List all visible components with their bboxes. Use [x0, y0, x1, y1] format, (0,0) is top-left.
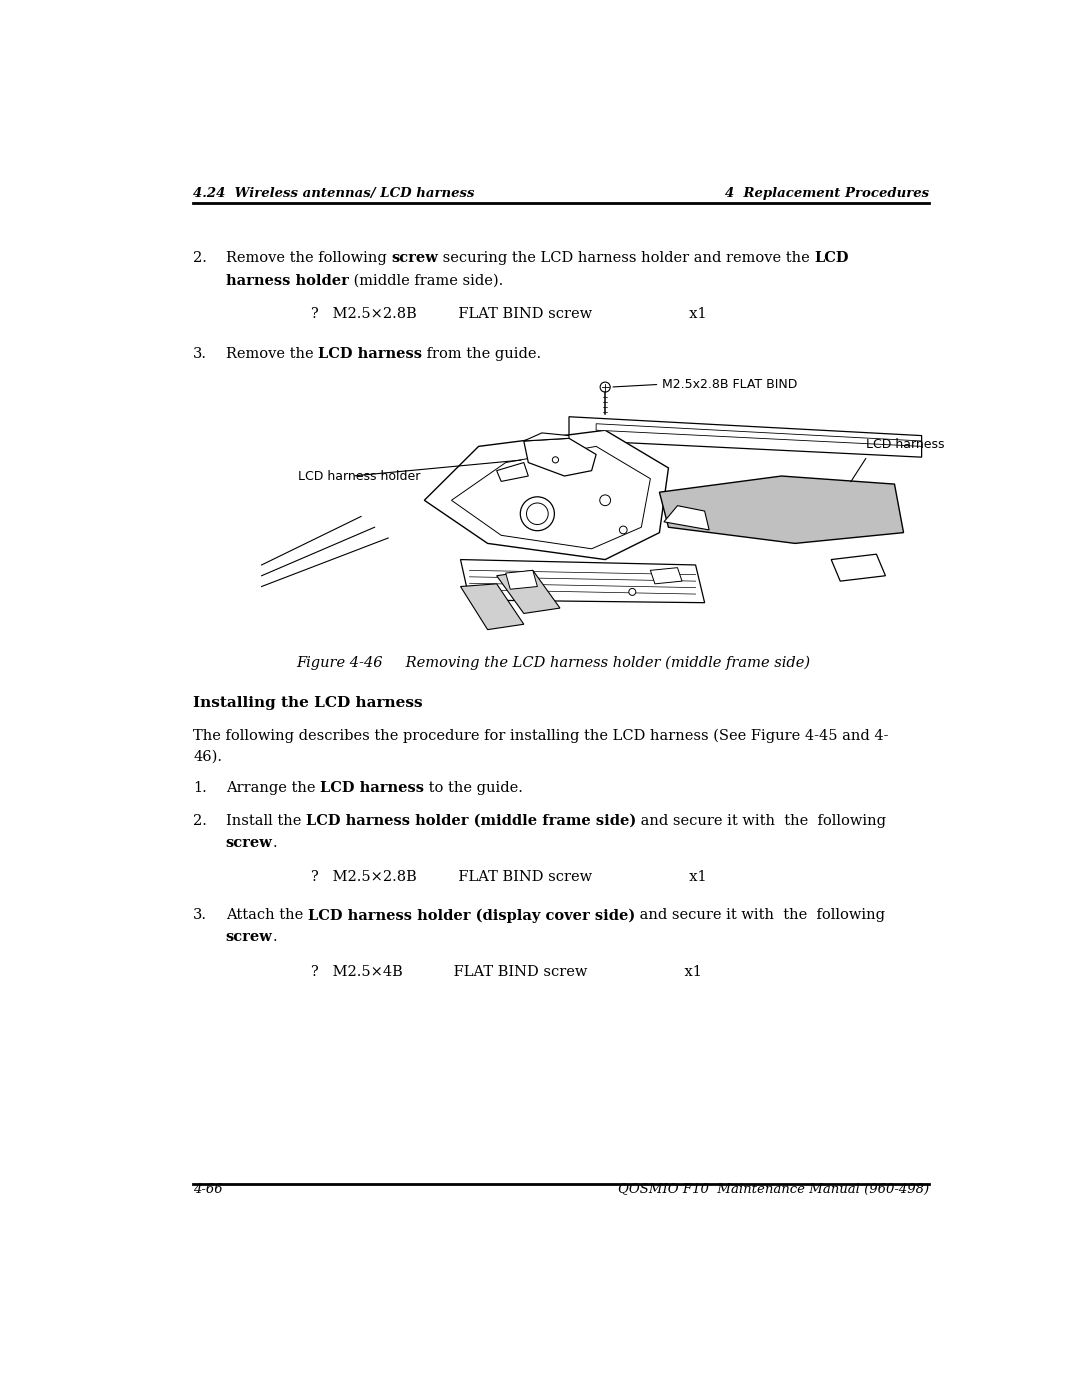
- Text: screw: screw: [391, 251, 437, 265]
- Text: ?   M2.5×2.8B         FLAT BIND screw                     x1: ? M2.5×2.8B FLAT BIND screw x1: [311, 307, 706, 321]
- Text: LCD harness: LCD harness: [320, 781, 423, 795]
- Polygon shape: [460, 584, 524, 630]
- Text: 4-66: 4-66: [193, 1183, 222, 1196]
- Polygon shape: [524, 433, 569, 441]
- Text: 1.: 1.: [193, 781, 207, 795]
- Text: QOSMIO F10  Maintenance Manual (960-498): QOSMIO F10 Maintenance Manual (960-498): [618, 1183, 930, 1196]
- Text: Install the: Install the: [226, 813, 306, 827]
- Circle shape: [629, 588, 636, 595]
- Polygon shape: [497, 570, 559, 613]
- Text: 2.: 2.: [193, 813, 207, 827]
- Text: from the guide.: from the guide.: [422, 346, 541, 360]
- Polygon shape: [424, 430, 669, 560]
- Text: .: .: [272, 835, 278, 849]
- Text: (middle frame side).: (middle frame side).: [349, 274, 503, 288]
- Text: 2.: 2.: [193, 251, 207, 265]
- Polygon shape: [451, 447, 650, 549]
- Text: Figure 4-46     Removing the LCD harness holder (middle frame side): Figure 4-46 Removing the LCD harness hol…: [296, 655, 811, 671]
- Text: LCD harness holder: LCD harness holder: [298, 469, 420, 482]
- Text: and secure it with  the  following: and secure it with the following: [636, 813, 886, 827]
- Text: and secure it with  the  following: and secure it with the following: [635, 908, 885, 922]
- Text: harness holder: harness holder: [226, 274, 349, 288]
- Circle shape: [527, 503, 549, 524]
- Circle shape: [521, 497, 554, 531]
- Text: LCD: LCD: [814, 251, 849, 265]
- Text: LCD harness holder (display cover side): LCD harness holder (display cover side): [308, 908, 635, 923]
- Text: 4.24  Wireless antennas/ LCD harness: 4.24 Wireless antennas/ LCD harness: [193, 187, 474, 200]
- Polygon shape: [832, 555, 886, 581]
- Polygon shape: [650, 567, 683, 584]
- Text: screw: screw: [226, 930, 272, 944]
- Text: Attach the: Attach the: [226, 908, 308, 922]
- Text: Installing the LCD harness: Installing the LCD harness: [193, 696, 422, 710]
- Polygon shape: [460, 560, 704, 602]
- Text: LCD harness: LCD harness: [866, 437, 944, 451]
- Circle shape: [600, 383, 610, 393]
- Text: ?   M2.5×4B           FLAT BIND screw                     x1: ? M2.5×4B FLAT BIND screw x1: [311, 964, 702, 978]
- Circle shape: [599, 495, 610, 506]
- Text: LCD harness: LCD harness: [318, 346, 422, 360]
- Text: M2.5x2.8B FLAT BIND: M2.5x2.8B FLAT BIND: [662, 379, 797, 391]
- Text: LCD harness holder (middle frame side): LCD harness holder (middle frame side): [306, 813, 636, 827]
- Text: screw: screw: [226, 835, 272, 849]
- Text: 3.: 3.: [193, 908, 207, 922]
- Text: to the guide.: to the guide.: [423, 781, 523, 795]
- Circle shape: [619, 527, 627, 534]
- Polygon shape: [497, 462, 528, 482]
- Text: .: .: [272, 930, 278, 944]
- Polygon shape: [569, 416, 921, 457]
- Polygon shape: [664, 506, 710, 529]
- Text: 4  Replacement Procedures: 4 Replacement Procedures: [726, 187, 930, 200]
- Text: Arrange the: Arrange the: [226, 781, 320, 795]
- Circle shape: [552, 457, 558, 462]
- Text: The following describes the procedure for installing the LCD harness (See Figure: The following describes the procedure fo…: [193, 728, 889, 743]
- Text: 46).: 46).: [193, 750, 222, 764]
- Text: ?   M2.5×2.8B         FLAT BIND screw                     x1: ? M2.5×2.8B FLAT BIND screw x1: [311, 870, 706, 884]
- Text: Remove the following: Remove the following: [226, 251, 391, 265]
- Text: 3.: 3.: [193, 346, 207, 360]
- Polygon shape: [524, 439, 596, 476]
- Polygon shape: [660, 476, 904, 543]
- Polygon shape: [505, 570, 538, 590]
- Text: securing the LCD harness holder and remove the: securing the LCD harness holder and remo…: [437, 251, 814, 265]
- Text: Remove the: Remove the: [226, 346, 318, 360]
- Polygon shape: [596, 423, 921, 447]
